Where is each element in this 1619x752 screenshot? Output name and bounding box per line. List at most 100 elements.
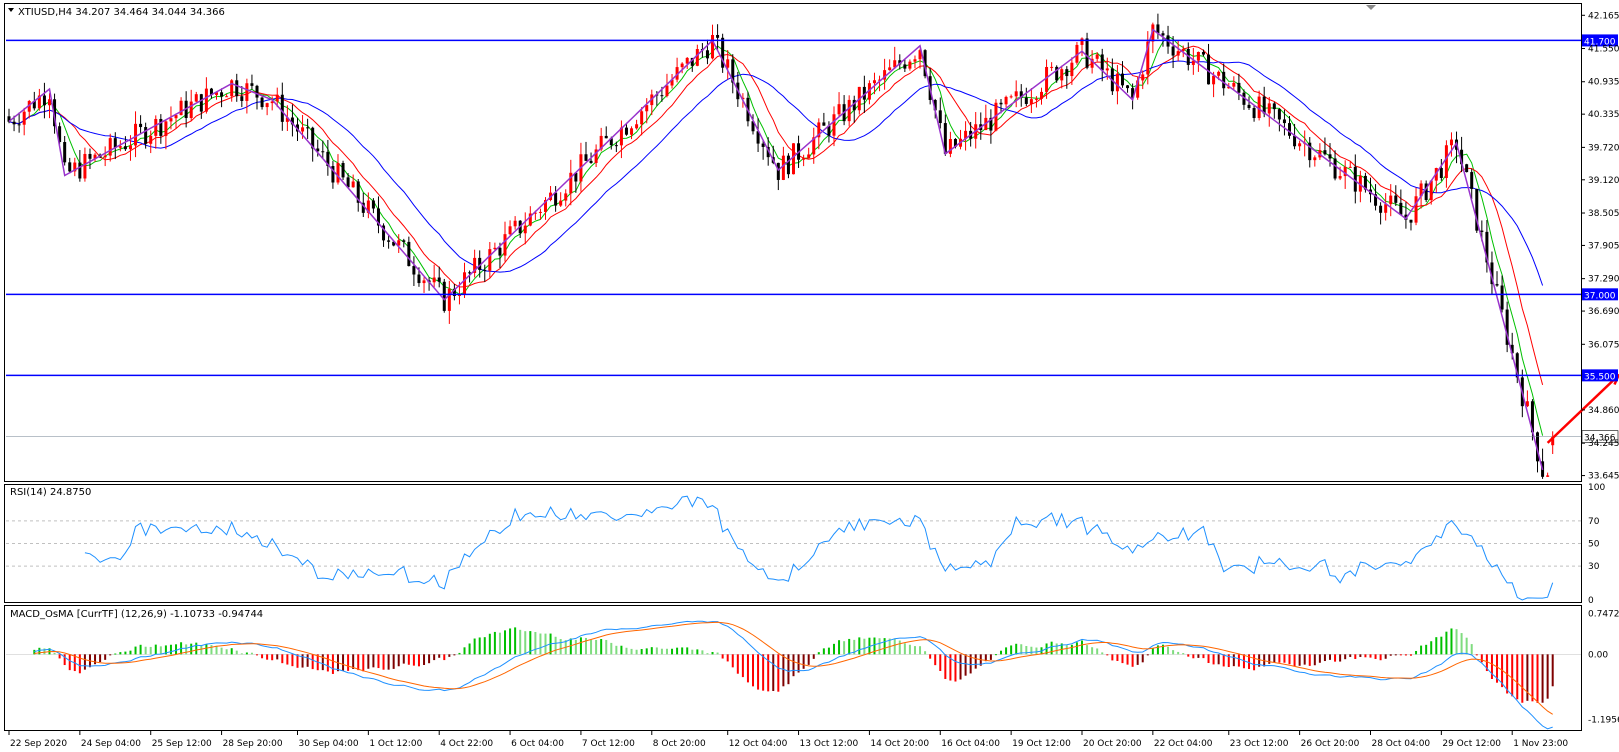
osma-histogram-bar	[78, 654, 81, 674]
price-panel-title: XTIUSD,H4 34.207 34.464 34.044 34.366	[18, 7, 225, 18]
osma-histogram-bar	[296, 654, 299, 668]
rsi-panel[interactable]	[6, 495, 1581, 601]
candle-body	[619, 127, 623, 146]
rsi-line	[84, 495, 1554, 601]
osma-histogram-bar	[58, 654, 61, 659]
forecast-arrow[interactable]	[1546, 374, 1619, 444]
candle-body	[1465, 164, 1469, 173]
osma-histogram-bar	[1126, 654, 1129, 665]
osma-histogram-bar	[1187, 654, 1190, 657]
candle-body	[792, 143, 795, 175]
osma-histogram-bar	[1055, 643, 1058, 655]
macd-line	[34, 620, 1553, 730]
macd-signal-line	[34, 621, 1553, 715]
osma-histogram-bar	[271, 654, 274, 661]
candle-body	[361, 202, 365, 213]
candle-body	[533, 212, 537, 214]
candle-body	[336, 163, 340, 183]
osma-histogram-bar	[1409, 654, 1412, 656]
candle-body	[280, 94, 284, 122]
osma-histogram-bar	[306, 654, 309, 667]
candle-body	[822, 122, 826, 126]
osma-histogram-bar	[281, 654, 284, 664]
osma-histogram-bar	[68, 654, 71, 671]
candle-body	[387, 240, 391, 242]
candle-body	[209, 88, 213, 95]
candle-body	[1536, 432, 1540, 462]
candle-body	[624, 127, 628, 135]
candle-body	[761, 143, 765, 147]
candle-body	[1374, 194, 1378, 206]
osma-histogram-bar	[1354, 654, 1357, 659]
candle-body	[1460, 149, 1464, 165]
osma-histogram-bar	[767, 654, 770, 692]
osma-histogram-bar	[311, 654, 314, 670]
candle-body	[1389, 195, 1393, 205]
osma-histogram-bar	[964, 654, 967, 676]
candle-body	[817, 122, 821, 138]
moving-average-line	[8, 35, 1544, 436]
osma-histogram-bar	[1541, 654, 1544, 703]
price-panel[interactable]	[6, 13, 1619, 479]
rsi-panel-title: RSI(14) 24.8750	[10, 487, 91, 498]
candle-body	[306, 127, 310, 129]
shift-marker-icon[interactable]	[1366, 5, 1376, 10]
candle-body	[1247, 104, 1251, 109]
macd-panel[interactable]	[6, 620, 1581, 730]
x-tick-label: 22 Sep 2020	[10, 739, 67, 749]
candle-body	[827, 125, 831, 136]
candle-body	[1379, 205, 1383, 213]
level-price-tag	[1582, 288, 1618, 301]
osma-histogram-bar	[1050, 641, 1053, 655]
candle-body	[442, 281, 446, 311]
candle-body	[781, 155, 785, 180]
collapse-triangle-icon[interactable]	[8, 8, 14, 12]
osma-histogram-bar	[114, 653, 117, 655]
macd-y-tick-label: 0.74724	[1588, 610, 1619, 620]
osma-histogram-bar	[939, 654, 942, 671]
osma-histogram-bar	[200, 645, 203, 655]
osma-histogram-bar	[498, 632, 501, 655]
osma-histogram-bar	[757, 654, 760, 690]
candle-body	[731, 59, 735, 83]
osma-histogram-bar	[1283, 654, 1286, 663]
x-tick-label: 20 Oct 20:00	[1083, 739, 1142, 749]
rsi-y-tick-label: 100	[1588, 483, 1605, 493]
price-y-tick-label: 37.290	[1588, 275, 1619, 285]
osma-histogram-bar	[342, 654, 345, 671]
rsi-y-tick-label: 0	[1588, 596, 1594, 606]
macd-panel-title: MACD_OsMA [CurrTF] (12,26,9) -1.10733 -0…	[10, 609, 263, 620]
osma-histogram-bar	[149, 646, 152, 655]
x-tick-label: 4 Oct 22:00	[440, 739, 493, 749]
osma-histogram-bar	[1268, 654, 1271, 664]
candle-body	[867, 83, 871, 100]
x-tick-label: 30 Sep 04:00	[298, 739, 358, 749]
candle-body	[412, 266, 416, 275]
osma-histogram-bar	[711, 651, 714, 655]
candle-body	[584, 154, 588, 161]
osma-histogram-bar	[412, 654, 415, 666]
osma-histogram-bar	[544, 633, 547, 655]
x-tick-label: 19 Oct 12:00	[1012, 739, 1071, 749]
candle-body	[1232, 82, 1236, 87]
level-price-tag	[1582, 34, 1618, 47]
candle-body	[923, 50, 927, 77]
osma-histogram-bar	[989, 654, 992, 660]
osma-histogram-bar	[1192, 654, 1195, 659]
candle-body	[493, 247, 497, 250]
osma-histogram-bar	[949, 654, 952, 681]
osma-histogram-bar	[1131, 654, 1134, 667]
osma-histogram-bar	[782, 654, 785, 687]
osma-histogram-bar	[1298, 654, 1301, 666]
candle-body	[1212, 75, 1216, 85]
candle-body	[1252, 108, 1256, 119]
osma-histogram-bar	[1258, 654, 1261, 667]
candle-body	[1272, 103, 1276, 110]
osma-histogram-bar	[1161, 644, 1164, 655]
candle-body	[179, 100, 183, 116]
price-y-tick-label: 39.720	[1588, 143, 1619, 153]
candle-body	[953, 138, 957, 147]
osma-histogram-bar	[827, 647, 830, 655]
